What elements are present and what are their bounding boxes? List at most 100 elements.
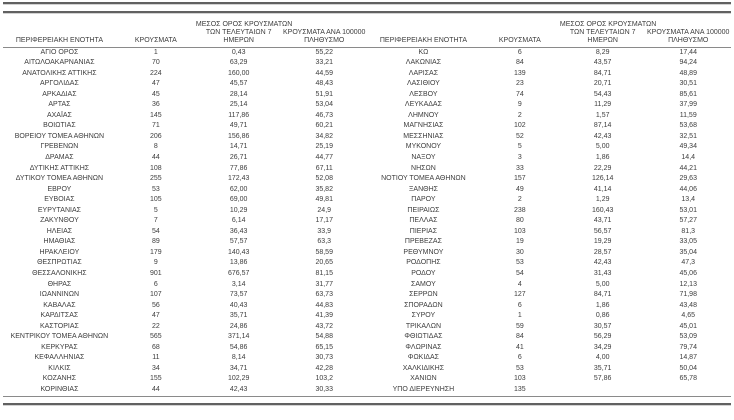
region-cell: ΧΑΝΙΩΝ [410,375,437,383]
cases-cell: 41 [515,343,524,351]
region-cell: ΙΩΑΝΝΙΝΩΝ [39,291,80,299]
cases-cell: 36 [151,101,160,109]
per100k-cell: 12,13 [679,280,697,288]
table-row: ΖΑΚΥΝΘΟΥ 7 6,14 17,17 [3,216,367,227]
region-cell: ΛΕΣΒΟΥ [409,90,438,98]
region-cell: ΠΑΡΟΥ [411,196,436,204]
table-row: ΚΟΖΑΝΗΣ 155 102,29 103,2 [3,374,367,385]
region-cell: ΑΡΓΟΛΙΔΑΣ [40,80,79,88]
cases-cell: 70 [151,59,160,67]
per100k-cell: 45,01 [679,322,697,330]
table-row: ΣΑΜΟΥ 4 5,00 12,13 [367,280,731,291]
avg7-cell: 5,00 [595,280,610,288]
region-cell: ΥΠΟ ΔΙΕΡΕΥΝΗΣΗ [392,386,455,393]
per100k-cell: 58,59 [315,248,333,256]
region-cell: ΕΥΡΥΤΑΝΙΑΣ [37,206,81,214]
per100k-cell: 53,68 [679,122,697,130]
region-cell: ΤΡΙΚΑΛΩΝ [405,322,442,330]
region-cell: ΑΙΤΩΛΟΑΚΑΡΝΑΝΙΑΣ [24,59,95,67]
table-row: ΜΕΣΣΗΝΙΑΣ 52 42,43 32,51 [367,132,731,143]
table-row: ΚΕΝΤΡΙΚΟΥ ΤΟΜΕΑ ΑΘΗΝΩΝ 565 371,14 54,88 [3,332,367,343]
region-cell: ΠΡΕΒΕΖΑΣ [404,238,442,246]
table-row: ΚΑΣΤΟΡΙΑΣ 22 24,86 43,72 [3,322,367,333]
col-header-cases-label: ΚΡΟΥΣΜΑΤΑ [498,36,541,44]
per100k-cell: 46,73 [315,111,333,119]
per100k-cell: 43,72 [315,322,333,330]
per100k-cell: 49,81 [315,196,333,204]
cases-cell: 6 [153,280,158,288]
region-cell: ΡΟΔΟΥ [411,269,436,277]
per100k-cell: 37,99 [679,101,697,109]
cases-cell: 89 [151,238,160,246]
per100k-cell: 43,48 [679,301,697,309]
avg7-cell: 40,43 [229,301,248,309]
per100k-cell: 35,04 [679,248,697,256]
top-rule-outer [3,2,731,5]
table-row: ΤΡΙΚΑΛΩΝ 59 30,57 45,01 [367,322,731,333]
regional-cases-table-left: ΠΕΡΙΦΕΡΕΙΑΚΗ ΕΝΟΤΗΤΑ ΚΡΟΥΣΜΑΤΑ ΜΕΣΟΣ ΟΡΟ… [3,13,367,397]
table-row: ΗΛΕΙΑΣ 54 36,43 33,9 [3,227,367,238]
avg7-cell: 43,71 [593,217,612,225]
avg7-cell: 69,00 [229,196,248,204]
cases-cell: 1 [517,312,522,320]
avg7-cell: 19,29 [593,238,612,246]
avg7-cell: 42,43 [229,386,248,393]
cases-cell: 6 [517,354,522,362]
per100k-cell: 42,28 [315,364,333,372]
region-cell: ΑΝΑΤΟΛΙΚΗΣ ΑΤΤΙΚΗΣ [22,69,97,77]
region-cell: ΡΟΔΟΠΗΣ [406,259,441,267]
header-row: ΠΕΡΙΦΕΡΕΙΑΚΗ ΕΝΟΤΗΤΑ ΚΡΟΥΣΜΑΤΑ ΜΕΣΟΣ ΟΡΟ… [3,13,367,48]
table-row: ΦΛΩΡΙΝΑΣ 41 34,29 79,74 [367,343,731,354]
region-cell: ΣΕΡΡΩΝ [409,291,438,299]
table-row: ΔΥΤΙΚΗΣ ΑΤΤΙΚΗΣ 108 77,86 67,11 [3,164,367,175]
region-cell: ΘΗΡΑΣ [47,280,72,288]
per100k-cell: 54,88 [315,333,333,341]
avg7-cell: 3,14 [231,280,246,288]
region-cell: ΑΓΙΟ ΟΡΟΣ [40,48,79,56]
cases-cell: 2 [517,196,522,204]
cases-cell: 56 [151,301,160,309]
avg7-cell: 42,43 [593,132,612,140]
per100k-cell: 81,3 [681,227,696,235]
cases-cell: 19 [515,238,524,246]
per100k-cell: 65,78 [679,375,697,383]
cases-cell: 84 [515,59,524,67]
per100k-cell: 34,82 [315,132,333,140]
table-row: ΠΡΕΒΕΖΑΣ 19 19,29 33,05 [367,237,731,248]
table-row: ΛΕΣΒΟΥ 74 54,43 85,61 [367,90,731,101]
region-cell: ΓΡΕΒΕΝΩΝ [40,143,79,151]
per100k-cell: 63,3 [317,238,332,246]
cases-cell: 80 [515,217,524,225]
table-row: ΞΑΝΘΗΣ 49 41,14 44,06 [367,185,731,196]
avg7-cell: 8,29 [595,48,610,56]
avg7-cell: 156,86 [227,132,250,140]
avg7-cell [560,385,646,396]
table-row: ΑΙΤΩΛΟΑΚΑΡΝΑΝΙΑΣ 70 63,29 33,21 [3,58,367,69]
table-row: ΑΓΙΟ ΟΡΟΣ 1 0,43 55,22 [3,47,367,58]
cases-cell: 255 [150,175,162,183]
cases-cell: 4 [517,280,522,288]
cases-cell: 206 [150,132,162,140]
avg7-cell: 172,43 [227,175,250,183]
table-row: ΚΩ 6 8,29 17,44 [367,47,731,58]
table-row: ΡΟΔΟΠΗΣ 53 42,43 47,3 [367,258,731,269]
table-row: ΕΒΡΟΥ 53 62,00 35,82 [3,185,367,196]
avg7-cell: 10,29 [229,206,248,214]
region-cell: ΛΕΥΚΑΔΑΣ [404,101,442,109]
per100k-cell: 94,24 [679,59,697,67]
cases-cell: 1 [153,48,158,56]
per100k-cell: 48,89 [679,69,697,77]
per100k-cell: 30,51 [679,80,697,88]
table-row: ΗΡΑΚΛΕΙΟΥ 179 140,43 58,59 [3,248,367,259]
table-row: ΥΠΟ ΔΙΕΡΕΥΝΗΣΗ 135 [367,385,731,396]
per100k-cell: 17,17 [315,217,333,225]
table-row: ΧΑΝΙΩΝ 103 57,86 65,78 [367,374,731,385]
avg7-cell: 8,14 [231,354,246,362]
table-row: ΑΡΚΑΔΙΑΣ 45 28,14 51,91 [3,90,367,101]
region-cell: ΠΕΛΛΑΣ [409,217,438,225]
table-row: ΛΑΣΙΘΙΟΥ 23 20,71 30,51 [367,79,731,90]
cases-cell: 54 [151,227,160,235]
per100k-cell: 35,82 [315,185,333,193]
avg7-cell: 77,86 [229,164,248,172]
cases-cell: 9 [517,101,522,109]
